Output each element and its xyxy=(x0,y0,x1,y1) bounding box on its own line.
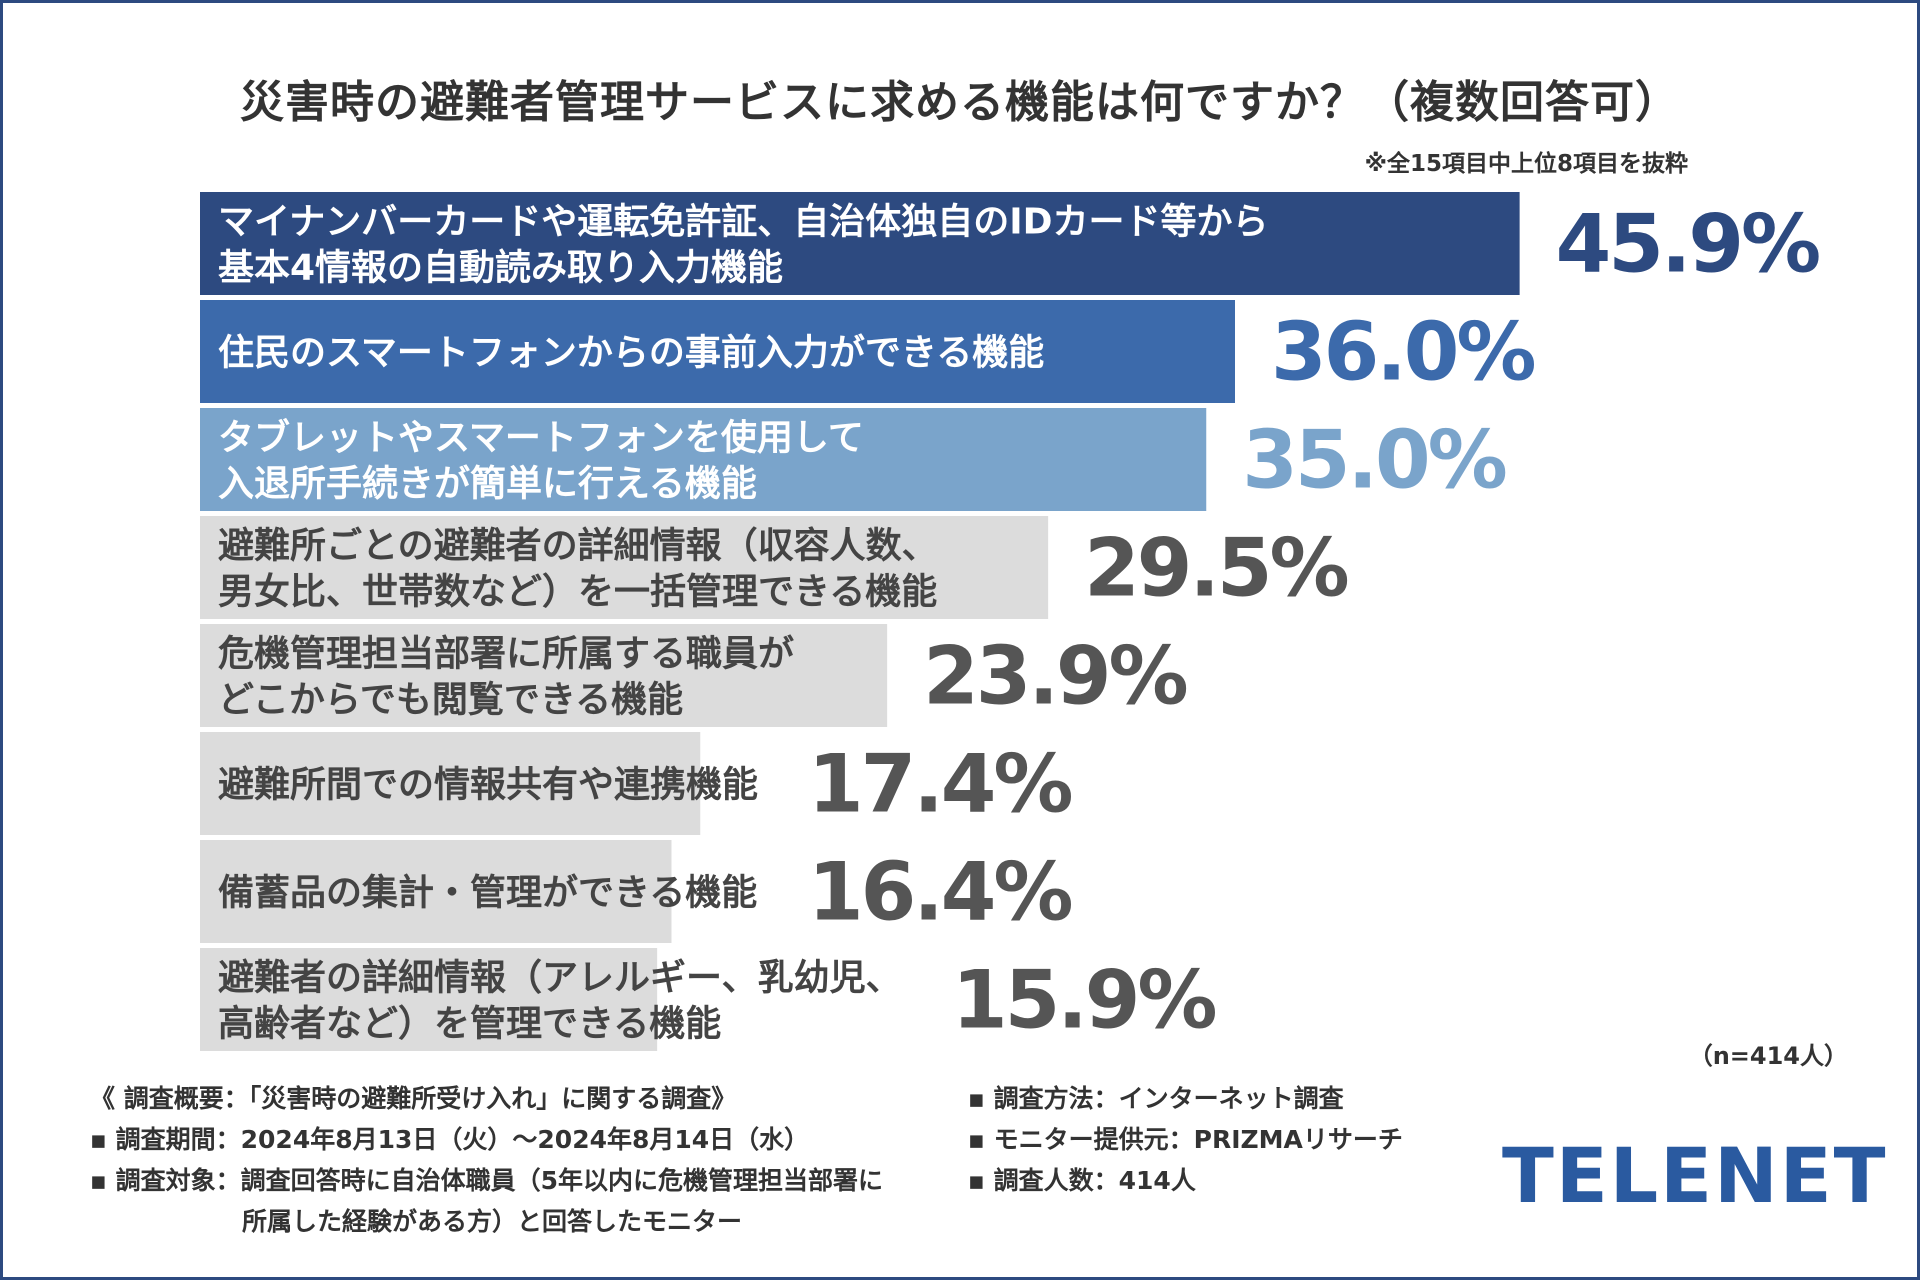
bar-label-1-line-2: 基本4情報の自動読み取り入力機能 xyxy=(218,248,783,289)
survey-period: ▪ 調査期間：2024年8月13日（火）〜2024年8月14日（水） xyxy=(90,1125,810,1154)
value-label-8: 15.9% xyxy=(952,954,1215,1047)
bar-label-3-line-2: 入退所手続きが簡単に行える機能 xyxy=(218,464,757,505)
value-label-5: 23.9% xyxy=(923,630,1186,723)
chart-title: 災害時の避難者管理サービスに求める機能は何ですか？（複数回答可） xyxy=(240,77,1680,128)
bar-label-3-line-1: タブレットやスマートフォンを使用して xyxy=(218,417,864,459)
bar-label-5-line-2: どこからでも閲覧できる機能 xyxy=(218,680,683,721)
value-label-6: 17.4% xyxy=(808,738,1071,831)
bar-1 xyxy=(200,192,1520,295)
bar-3 xyxy=(200,408,1207,511)
bar-chart: マイナンバーカードや運転免許証、自治体独自のIDカード等から基本4情報の自動読み… xyxy=(200,192,1822,1051)
survey-count: ▪ 調査人数：414人 xyxy=(968,1166,1196,1195)
survey-method: ▪ 調査方法：インターネット調査 xyxy=(968,1084,1344,1113)
bar-label-4-line-2: 男女比、世帯数など）を一括管理できる機能 xyxy=(218,572,937,613)
bar-6 xyxy=(200,732,701,835)
bar-label-2-line-1: 住民のスマートフォンからの事前入力ができる機能 xyxy=(218,333,1044,374)
bar-7 xyxy=(200,840,672,943)
survey-target: ▪ 調査対象：調査回答時に自治体職員（5年以内に危機管理担当部署に xyxy=(90,1166,884,1195)
value-label-1: 45.9% xyxy=(1556,198,1819,291)
value-label-4: 29.5% xyxy=(1084,522,1347,615)
bar-label-4-line-1: 避難所ごとの避難者の詳細情報（収容人数、 xyxy=(218,526,938,567)
value-label-7: 16.4% xyxy=(808,846,1071,939)
bar-5 xyxy=(200,624,888,727)
sample-size: （n=414人） xyxy=(1688,1042,1848,1070)
bar-label-8-line-1: 避難者の詳細情報（アレルギー、乳幼児、 xyxy=(218,958,902,999)
survey-heading: 《 調査概要：「災害時の避難所受け入れ」に関する調査》 xyxy=(90,1084,737,1113)
value-label-2: 36.0% xyxy=(1271,306,1534,399)
telenet-logo: TELENET xyxy=(1502,1131,1888,1220)
bar-label-7-line-1: 備蓄品の集計・管理ができる機能 xyxy=(218,873,757,914)
value-label-3: 35.0% xyxy=(1242,414,1505,507)
bar-label-8-line-2: 高齢者など）を管理できる機能 xyxy=(218,1004,721,1045)
bar-label-5-line-1: 危機管理担当部署に所属する職員が xyxy=(218,634,794,675)
survey-summary-left: 《 調査概要：「災害時の避難所受け入れ」に関する調査》 ▪ 調査期間：2024年… xyxy=(90,1078,970,1242)
chart-note: ※全15項目中上位8項目を抜粋 xyxy=(1364,151,1688,177)
survey-summary-right: ▪ 調査方法：インターネット調査 ▪ モニター提供元：PRIZMAリサーチ ▪ … xyxy=(968,1078,1488,1201)
bar-2 xyxy=(200,300,1235,403)
bar-label-6-line-1: 避難所間での情報共有や連携機能 xyxy=(218,765,758,806)
bar-8 xyxy=(200,948,658,1051)
survey-target-continued: 所属した経験がある方）と回答したモニター xyxy=(242,1207,743,1236)
bar-4 xyxy=(200,516,1049,619)
survey-provider: ▪ モニター提供元：PRIZMAリサーチ xyxy=(968,1125,1403,1154)
bar-label-1-line-1: マイナンバーカードや運転免許証、自治体独自のIDカード等から xyxy=(218,202,1269,243)
